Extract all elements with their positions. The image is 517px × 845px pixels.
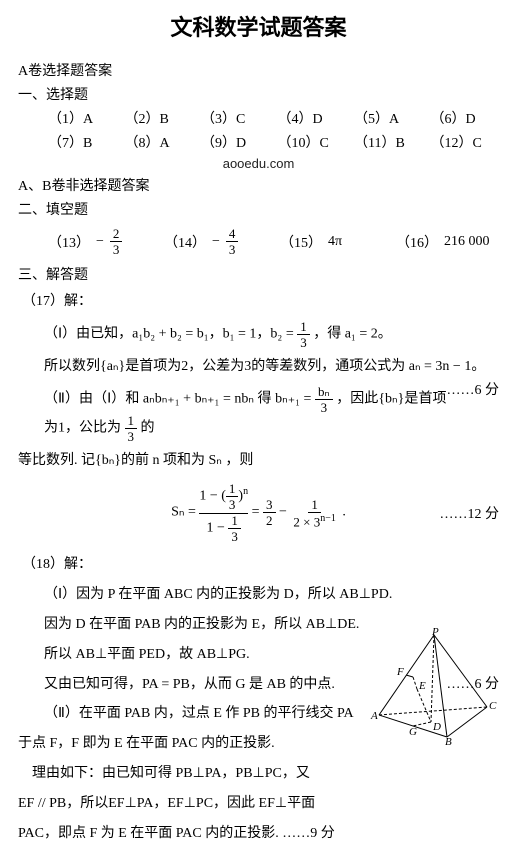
mc-item: （10）C: [278, 132, 347, 152]
q17-p2: 所以数列{aₙ}是首项为2，公差为3的等差数列，通项公式为 aₙ = 3n − …: [44, 355, 499, 379]
fill-row: （13） − 23 （14） − 43 （15）4π （16）216 000: [48, 227, 499, 256]
fill-13: （13） − 23: [48, 227, 148, 256]
mc-row-1: （1）A （2）B （3）C （4）D （5）A （6）D: [48, 108, 499, 128]
heading-fill: 二、填空题: [18, 199, 499, 219]
mc-row-2: （7）B （8）A （9）D （10）C （11）B （12）C: [48, 132, 499, 152]
fill-16: （16）216 000: [396, 232, 496, 252]
mc-item: （4）D: [278, 108, 347, 128]
mc-item: （5）A: [354, 108, 423, 128]
q18-p7: 理由如下：由已知可得 PB⊥PA，PB⊥PC，又: [18, 762, 499, 786]
q18-label: （18）解：: [22, 553, 499, 577]
section-ab-label: A、B卷非选择题答案: [18, 175, 499, 195]
pyramid-diagram: P A B C D E F G: [369, 627, 499, 747]
heading-solve: 三、解答题: [18, 264, 499, 284]
svg-text:B: B: [445, 736, 452, 747]
q18-p8: EF // PB，所以EF⊥PA，EF⊥PC，因此 EF⊥平面: [18, 792, 499, 816]
score-12: ……12 分: [440, 503, 500, 523]
svg-text:G: G: [409, 726, 417, 738]
score-9: ……9 分: [282, 826, 335, 841]
q18-p9: PAC，即点 F 为 E 在平面 PAC 内的正投影. ……9 分: [18, 822, 499, 845]
svg-text:E: E: [418, 680, 426, 692]
mc-item: （11）B: [354, 132, 423, 152]
mc-item: （1）A: [48, 108, 117, 128]
mc-item: （9）D: [201, 132, 270, 152]
mc-item: （3）C: [201, 108, 270, 128]
svg-text:P: P: [431, 627, 439, 638]
fill-14: （14） − 43: [164, 227, 264, 256]
svg-text:C: C: [489, 700, 497, 712]
section-a-label: A卷选择题答案: [18, 60, 499, 80]
q17-p3: （Ⅱ）由（Ⅰ）和 aₙbₙ₊₁ + bₙ₊₁ = nbₙ 得 bₙ₊₁ = bₙ…: [44, 385, 499, 443]
svg-text:F: F: [396, 666, 404, 678]
q17-p4: 等比数列. 记{bₙ}的前 n 项和为 Sₙ ，则: [18, 449, 499, 473]
mc-item: （7）B: [48, 132, 117, 152]
q18-p1: （Ⅰ）因为 P 在平面 ABC 内的正投影为 D，所以 AB⊥PD.: [44, 583, 499, 607]
svg-text:A: A: [370, 710, 378, 722]
q17-p1: （Ⅰ）由已知，a₁b₂ + b₂ = b₁，b₁ = 1，b₂ = 13 ，得 …: [44, 320, 499, 349]
page-title: 文科数学试题答案: [18, 10, 499, 42]
mc-item: （2）B: [125, 108, 194, 128]
mc-item: （8）A: [125, 132, 194, 152]
q17-label: （17）解：: [22, 290, 499, 314]
heading-mc: 一、选择题: [18, 84, 499, 104]
watermark: aooedu.com: [18, 156, 499, 171]
score-6: ……6 分: [447, 379, 500, 403]
q17-formula: Sₙ = 1 − (13)n 1 − 13 = 32 − 12 × 3n−1 .…: [18, 482, 499, 543]
svg-text:D: D: [432, 721, 441, 733]
mc-item: （6）D: [431, 108, 500, 128]
mc-item: （12）C: [431, 132, 500, 152]
fill-15: （15）4π: [280, 232, 380, 252]
